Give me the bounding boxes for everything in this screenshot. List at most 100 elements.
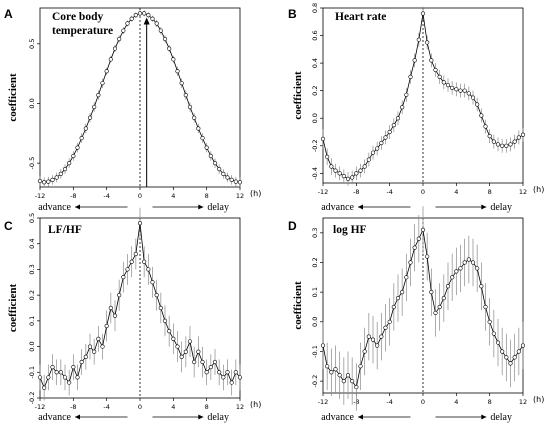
data-point <box>341 379 346 384</box>
data-point <box>146 267 151 272</box>
data-point <box>483 124 488 129</box>
data-point <box>404 92 409 97</box>
x-tick-label: 0 <box>138 403 142 411</box>
data-point <box>225 175 230 180</box>
data-point <box>333 168 338 173</box>
data-point <box>125 21 130 26</box>
data-point <box>475 102 480 107</box>
data-point <box>67 161 72 166</box>
data-point <box>58 370 63 375</box>
data-point <box>121 275 126 280</box>
data-point <box>520 132 526 137</box>
x-unit-label: (h) <box>533 185 544 194</box>
data-point <box>504 143 509 148</box>
data-point <box>229 380 234 385</box>
data-point <box>46 179 51 184</box>
data-point <box>325 154 330 159</box>
data-point <box>62 167 68 172</box>
x-unit-label: (h) <box>533 395 544 404</box>
data-point <box>83 354 88 359</box>
x-tick-label: 12 <box>236 403 244 411</box>
data-point <box>79 135 84 141</box>
x-tick-label: -12 <box>318 188 329 196</box>
x-tick-label: -12 <box>35 192 46 200</box>
data-point <box>491 139 496 144</box>
data-point <box>466 91 471 96</box>
y-tick-label: -0.1 <box>28 366 36 379</box>
data-point <box>454 269 459 274</box>
advance-label: advance <box>38 202 71 213</box>
data-point <box>129 259 134 264</box>
delay-label: delay <box>490 202 512 213</box>
data-point <box>54 175 59 180</box>
data-point <box>62 375 68 380</box>
data-point <box>358 364 363 369</box>
data-point <box>79 359 84 365</box>
data-point <box>175 69 180 74</box>
advance-label: advance <box>38 412 71 423</box>
y-tick-label: -0.2 <box>311 375 319 388</box>
data-point <box>466 257 471 262</box>
x-tick-label: -12 <box>318 398 329 406</box>
advance-arrow-head <box>75 204 80 210</box>
data-point <box>179 354 184 359</box>
delay-arrow-head <box>198 414 204 420</box>
y-tick-label: 0.5 <box>28 213 36 223</box>
data-point <box>162 318 168 323</box>
data-point <box>512 355 517 360</box>
y-tick-label: -0.5 <box>28 157 36 170</box>
x-tick-label: -4 <box>386 188 392 196</box>
data-point <box>221 171 226 176</box>
data-point <box>391 123 396 128</box>
y-tick-label: -0.4 <box>311 167 319 180</box>
data-point <box>320 343 326 348</box>
data-point <box>75 145 80 150</box>
data-point <box>121 28 126 33</box>
data-point <box>441 80 446 85</box>
data-point <box>516 135 521 140</box>
data-point <box>212 359 218 365</box>
data-point <box>495 142 501 147</box>
data-point <box>104 323 109 329</box>
delay-arrow-head <box>198 204 204 210</box>
data-point <box>42 385 47 390</box>
x-tick-label: -8 <box>70 403 76 411</box>
data-point <box>387 129 392 135</box>
x-tick-label: 4 <box>171 192 175 200</box>
y-tick-label: 0.1 <box>311 287 319 297</box>
data-point <box>329 370 334 375</box>
data-point <box>108 57 113 62</box>
y-tick-label: 0.3 <box>28 264 36 274</box>
data-point <box>429 58 434 63</box>
data-point <box>112 313 118 318</box>
y-tick-label: 0.5 <box>28 39 36 49</box>
x-tick-label: 8 <box>205 403 209 411</box>
x-unit-label: (h) <box>250 400 261 409</box>
data-point <box>450 275 455 280</box>
y-tick-label: -0.2 <box>28 392 36 405</box>
data-point <box>520 343 526 348</box>
advance-arrow-head <box>75 414 80 420</box>
data-point <box>137 221 143 226</box>
data-point <box>92 104 97 110</box>
data-point <box>87 344 93 349</box>
data-point <box>437 74 442 79</box>
data-point <box>167 46 172 51</box>
data-point <box>129 16 134 21</box>
data-point <box>487 134 492 139</box>
data-point <box>370 337 376 342</box>
data-point <box>516 349 521 354</box>
data-point <box>345 373 351 378</box>
data-point <box>375 343 380 348</box>
y-tick-label: 0.4 <box>28 239 36 249</box>
data-point <box>42 180 47 185</box>
data-point <box>75 375 80 380</box>
y-axis-label: coefficient <box>7 284 19 333</box>
data-point <box>196 126 201 131</box>
x-tick-label: -8 <box>70 192 76 200</box>
y-tick-label: 0.3 <box>311 228 319 238</box>
